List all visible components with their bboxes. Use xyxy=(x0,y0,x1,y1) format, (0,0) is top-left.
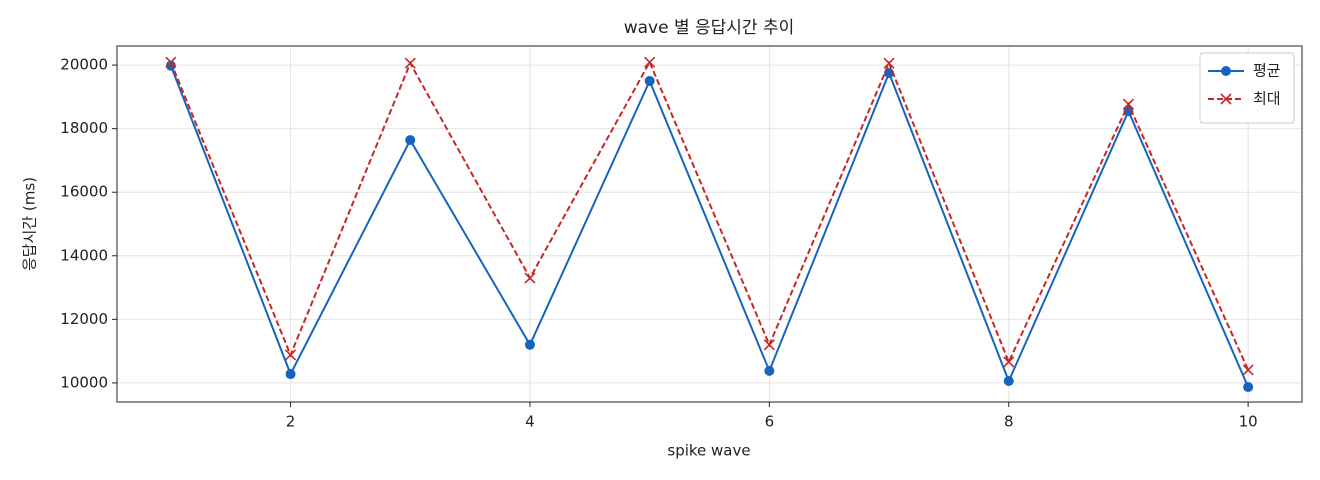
legend-label: 최대 xyxy=(1253,90,1281,108)
x-tick-label: 8 xyxy=(1004,413,1014,431)
marker xyxy=(524,339,535,350)
marker xyxy=(284,349,297,361)
marker xyxy=(1003,376,1014,387)
x-tick-label: 4 xyxy=(525,413,535,431)
x-axis-label: spike wave xyxy=(667,442,750,460)
y-tick-label: 10000 xyxy=(60,373,108,391)
marker xyxy=(763,339,775,351)
marker xyxy=(1122,98,1135,110)
chart-title: wave 별 응답시간 추이 xyxy=(624,18,795,38)
plot-frame xyxy=(116,45,1303,403)
legend-label: 평균 xyxy=(1253,62,1281,80)
marker xyxy=(524,272,536,284)
marker xyxy=(1123,106,1134,117)
marker xyxy=(1003,356,1015,368)
series-line xyxy=(169,59,1250,371)
marker xyxy=(1221,66,1231,76)
marker xyxy=(764,365,775,376)
marker xyxy=(165,60,176,71)
y-tick-label: 14000 xyxy=(60,246,108,264)
y-tick-label: 20000 xyxy=(60,56,108,74)
series-line xyxy=(169,65,1250,388)
marker xyxy=(165,56,177,68)
marker xyxy=(883,57,895,69)
x-tick-label: 6 xyxy=(765,413,775,431)
x-tick-label: 2 xyxy=(286,413,296,431)
marker xyxy=(644,56,656,68)
marker xyxy=(1242,364,1254,376)
marker xyxy=(405,135,416,146)
marker xyxy=(285,369,296,380)
y-tick-label: 12000 xyxy=(60,310,108,328)
y-tick-label: 16000 xyxy=(60,183,108,201)
marker xyxy=(1243,382,1254,393)
marker xyxy=(644,75,655,86)
y-axis-label: 응답시간 (ms) xyxy=(21,177,39,271)
marker xyxy=(1220,93,1232,105)
marker xyxy=(404,57,416,69)
y-tick-label: 18000 xyxy=(60,119,108,137)
x-tick-label: 10 xyxy=(1239,413,1258,431)
